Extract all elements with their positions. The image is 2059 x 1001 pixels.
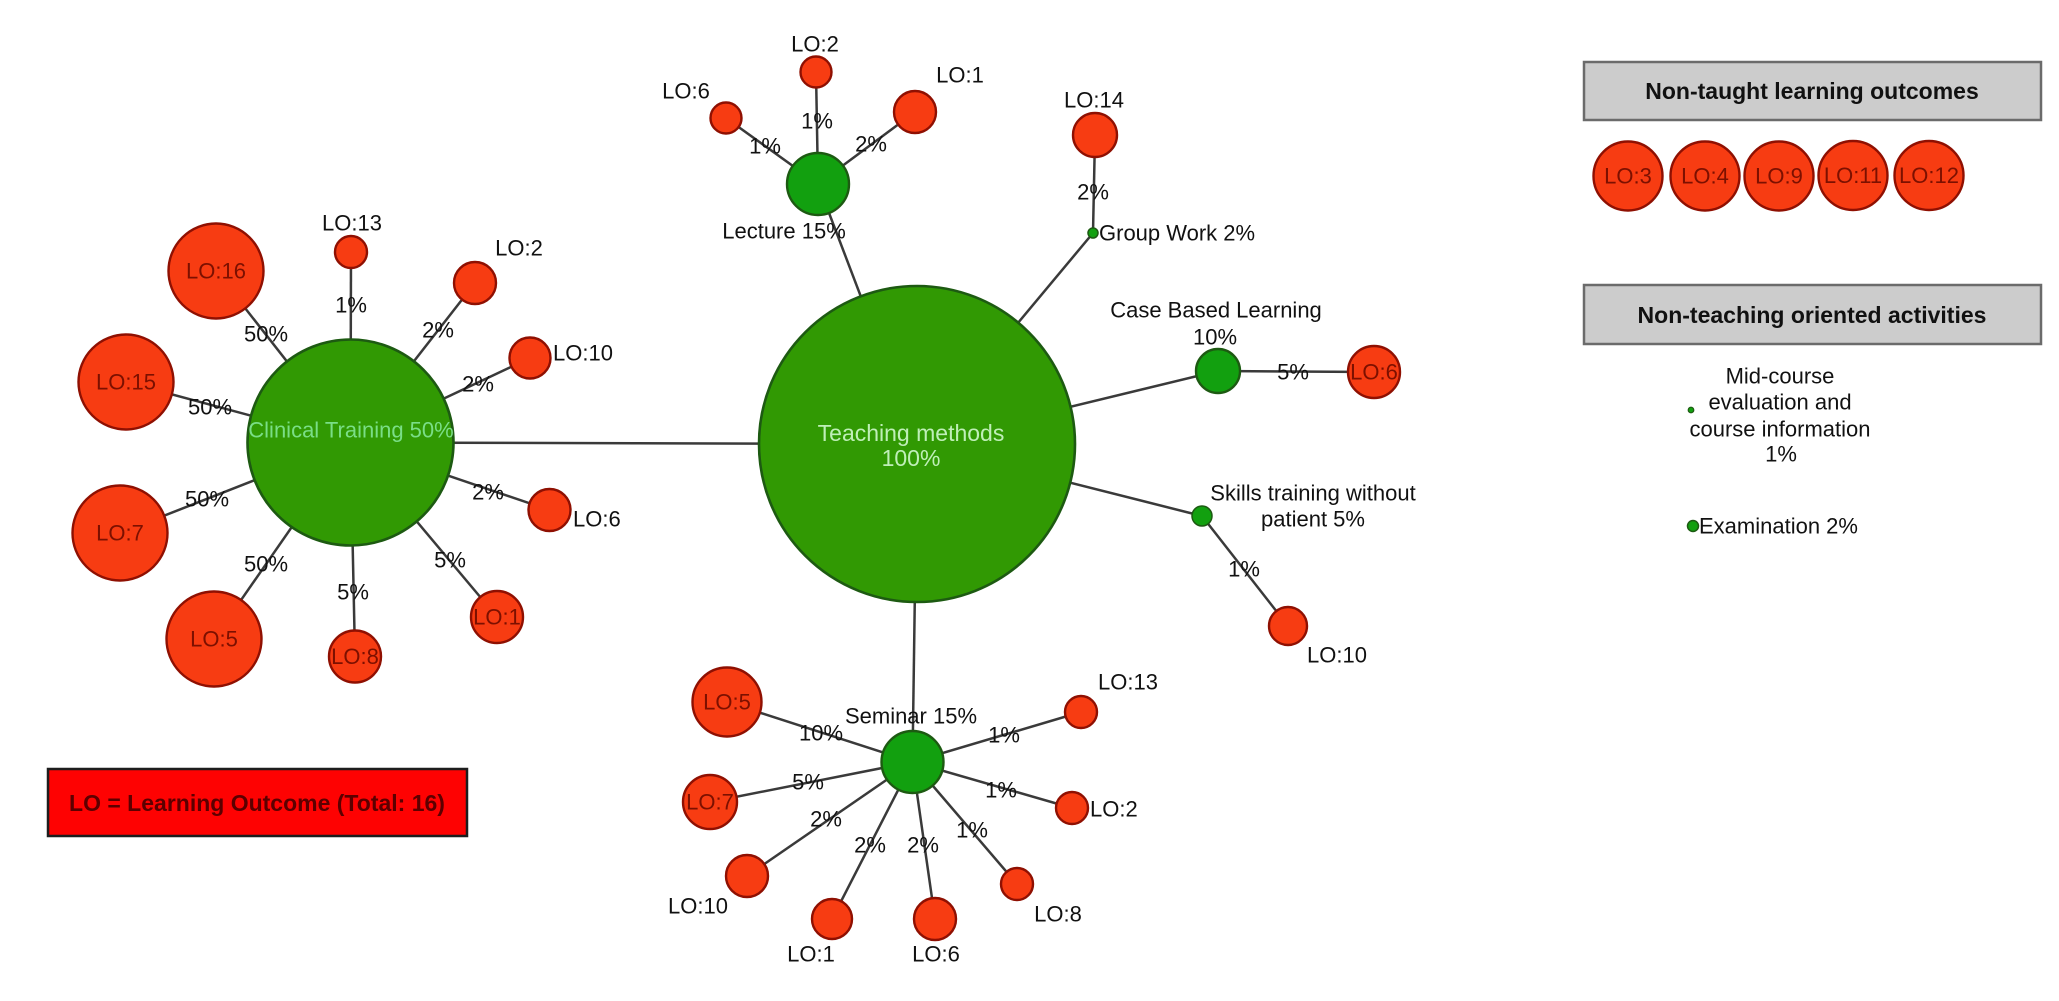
svg-text:LO:13: LO:13 [1098,670,1158,695]
svg-text:LO:1: LO:1 [936,63,984,88]
svg-text:LO:7: LO:7 [96,521,144,546]
svg-text:1%: 1% [1228,557,1260,582]
svg-text:LO:6: LO:6 [662,79,710,104]
svg-text:patient 5%: patient 5% [1261,507,1365,532]
svg-text:2%: 2% [855,132,887,157]
svg-text:LO:6: LO:6 [1350,360,1398,385]
svg-text:LO:5: LO:5 [703,690,751,715]
svg-text:Lecture 15%: Lecture 15% [722,219,846,244]
svg-text:LO:4: LO:4 [1681,164,1729,189]
svg-text:2%: 2% [472,480,504,505]
svg-text:1%: 1% [801,109,833,134]
svg-text:1%: 1% [1765,442,1797,467]
svg-text:LO:12: LO:12 [1899,163,1959,188]
svg-text:1%: 1% [956,818,988,843]
svg-text:LO:16: LO:16 [186,259,246,284]
svg-text:10%: 10% [1193,325,1237,350]
svg-text:Teaching methods: Teaching methods [818,420,1005,446]
svg-text:Clinical Training 50%: Clinical Training 50% [248,418,453,443]
svg-text:LO:2: LO:2 [791,32,839,57]
svg-text:LO:15: LO:15 [96,370,156,395]
svg-text:2%: 2% [462,372,494,397]
svg-text:LO:6: LO:6 [573,507,621,532]
svg-text:LO:11: LO:11 [1824,163,1882,188]
svg-text:LO:6: LO:6 [912,942,960,967]
svg-text:LO:1: LO:1 [787,942,835,967]
svg-text:LO:3: LO:3 [1604,164,1652,189]
svg-text:Case Based Learning: Case Based Learning [1110,298,1322,323]
svg-text:LO = Learning Outcome (Total:: LO = Learning Outcome (Total: 16) [69,790,445,816]
svg-text:5%: 5% [792,770,824,795]
svg-text:50%: 50% [185,487,229,512]
svg-text:2%: 2% [810,807,842,832]
svg-text:Skills training without: Skills training without [1210,481,1415,506]
svg-text:100%: 100% [882,445,941,471]
svg-text:10%: 10% [799,721,843,746]
svg-text:Mid-course: Mid-course [1726,364,1835,389]
svg-text:LO:2: LO:2 [495,236,543,261]
svg-text:LO:7: LO:7 [686,790,734,815]
svg-text:course information: course information [1690,417,1871,442]
svg-text:LO:10: LO:10 [1307,643,1367,668]
svg-text:1%: 1% [988,723,1020,748]
svg-text:5%: 5% [1277,360,1309,385]
svg-text:LO:5: LO:5 [190,627,238,652]
svg-text:evaluation and: evaluation and [1708,390,1851,415]
svg-text:LO:10: LO:10 [553,341,613,366]
svg-text:50%: 50% [244,552,288,577]
svg-text:1%: 1% [335,293,367,318]
svg-text:LO:2: LO:2 [1090,797,1138,822]
svg-text:5%: 5% [434,548,466,573]
svg-text:Group Work 2%: Group Work 2% [1099,221,1255,246]
svg-text:2%: 2% [907,833,939,858]
svg-text:Non-taught learning outcomes: Non-taught learning outcomes [1645,78,1979,104]
svg-text:50%: 50% [188,395,232,420]
svg-text:50%: 50% [244,322,288,347]
svg-text:LO:8: LO:8 [1034,902,1082,927]
svg-text:LO:10: LO:10 [668,894,728,919]
svg-text:LO:1: LO:1 [473,605,521,630]
svg-text:Non-teaching oriented activiti: Non-teaching oriented activities [1638,302,1987,328]
svg-text:5%: 5% [337,580,369,605]
svg-text:LO:14: LO:14 [1064,88,1124,113]
svg-text:Seminar 15%: Seminar 15% [845,704,977,729]
svg-text:2%: 2% [854,833,886,858]
svg-text:1%: 1% [749,134,781,159]
svg-text:LO:13: LO:13 [322,211,382,236]
svg-text:LO:9: LO:9 [1755,164,1803,189]
svg-text:1%: 1% [985,778,1017,803]
svg-text:LO:8: LO:8 [331,644,379,669]
svg-text:Examination 2%: Examination 2% [1699,514,1858,539]
svg-text:2%: 2% [422,318,454,343]
svg-text:2%: 2% [1077,180,1109,205]
